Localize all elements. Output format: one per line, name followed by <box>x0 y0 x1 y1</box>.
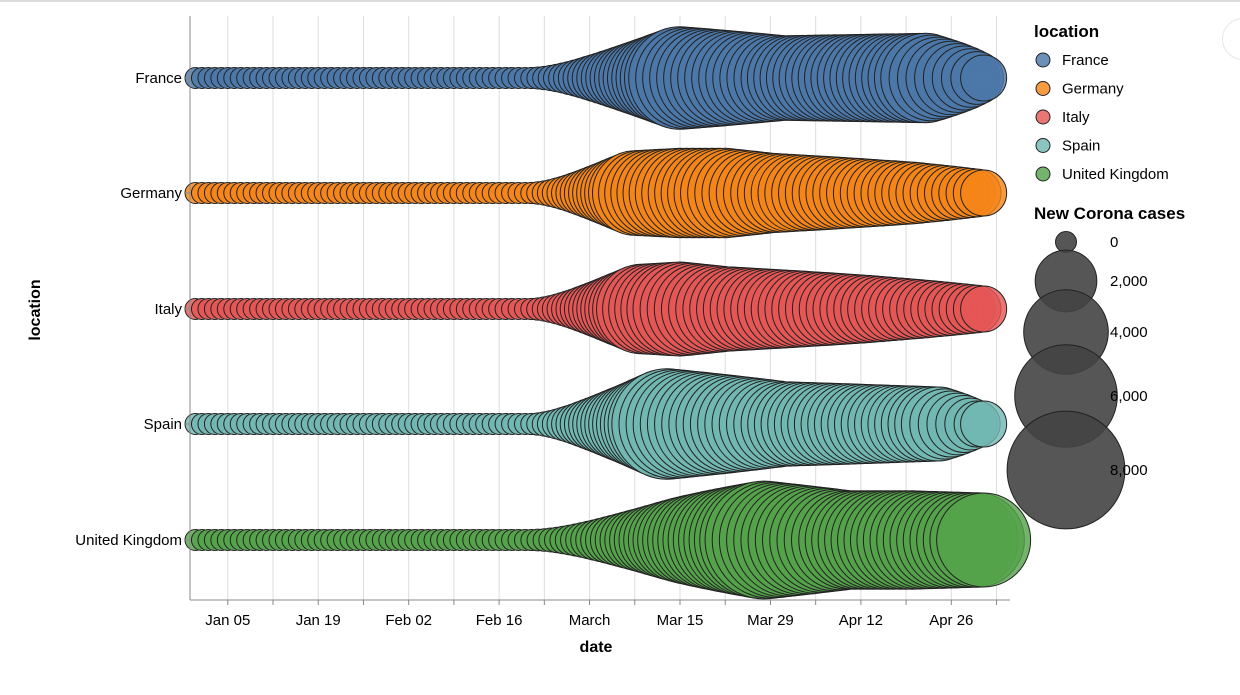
y-tick-label: France <box>135 70 182 87</box>
size-legend: New Corona cases 0 2,000 4,000 6,000 8,000 <box>1006 204 1185 530</box>
size-legend-title: New Corona cases <box>1034 204 1185 223</box>
size-legend-circle <box>1055 231 1077 253</box>
legend-label: Italy <box>1062 109 1090 126</box>
axes: Jan 05 Jan 19 Feb 02 Feb 16 March Mar 15 Mar 2… <box>75 16 1010 629</box>
y-tick-label: Italy <box>154 301 182 318</box>
size-legend-circle <box>1006 410 1126 530</box>
color-legend: location France Germany Italy Spain United K… <box>1034 22 1169 183</box>
x-tick-label: Apr 12 <box>839 612 883 629</box>
y-tick-label: Germany <box>120 185 182 202</box>
color-legend-title: location <box>1034 22 1099 41</box>
x-tick-label: Apr 26 <box>929 612 973 629</box>
data-bubble <box>936 492 1032 588</box>
x-tick-label: Mar 29 <box>747 612 794 629</box>
size-legend-label: 2,000 <box>1110 273 1148 290</box>
y-axis-title: location <box>27 279 44 340</box>
x-tick-label: March <box>569 612 611 629</box>
legend-swatch <box>1035 138 1051 153</box>
legend-label: Spain <box>1062 138 1100 155</box>
data-bubble <box>960 285 1008 333</box>
x-tick-label: Mar 15 <box>657 612 704 629</box>
x-tick-label: Jan 05 <box>205 612 250 629</box>
data-bubble <box>960 400 1008 448</box>
data-bubble <box>960 169 1008 217</box>
x-tick-label: Feb 16 <box>476 612 523 629</box>
x-tick-label: Feb 02 <box>385 612 432 629</box>
data-bubble <box>960 54 1008 102</box>
top-divider <box>0 0 1240 2</box>
legend-swatch <box>1035 81 1051 96</box>
size-legend-label: 8,000 <box>1110 462 1148 479</box>
legend-swatch <box>1035 109 1051 125</box>
size-legend-label: 0 <box>1110 234 1118 251</box>
legend-label: United Kingdom <box>1062 166 1169 183</box>
bubbles <box>184 26 1032 600</box>
legend-swatch <box>1035 166 1051 182</box>
y-tick-label: Spain <box>144 416 182 433</box>
legend-swatch <box>1035 52 1051 68</box>
legend-label: Germany <box>1062 81 1124 98</box>
x-axis-title: date <box>580 639 613 656</box>
y-tick-label: United Kingdom <box>75 532 182 549</box>
x-tick-label: Jan 19 <box>296 612 341 629</box>
size-legend-label: 6,000 <box>1110 388 1148 405</box>
legend-label: France <box>1062 52 1109 69</box>
size-legend-label: 4,000 <box>1110 324 1148 341</box>
